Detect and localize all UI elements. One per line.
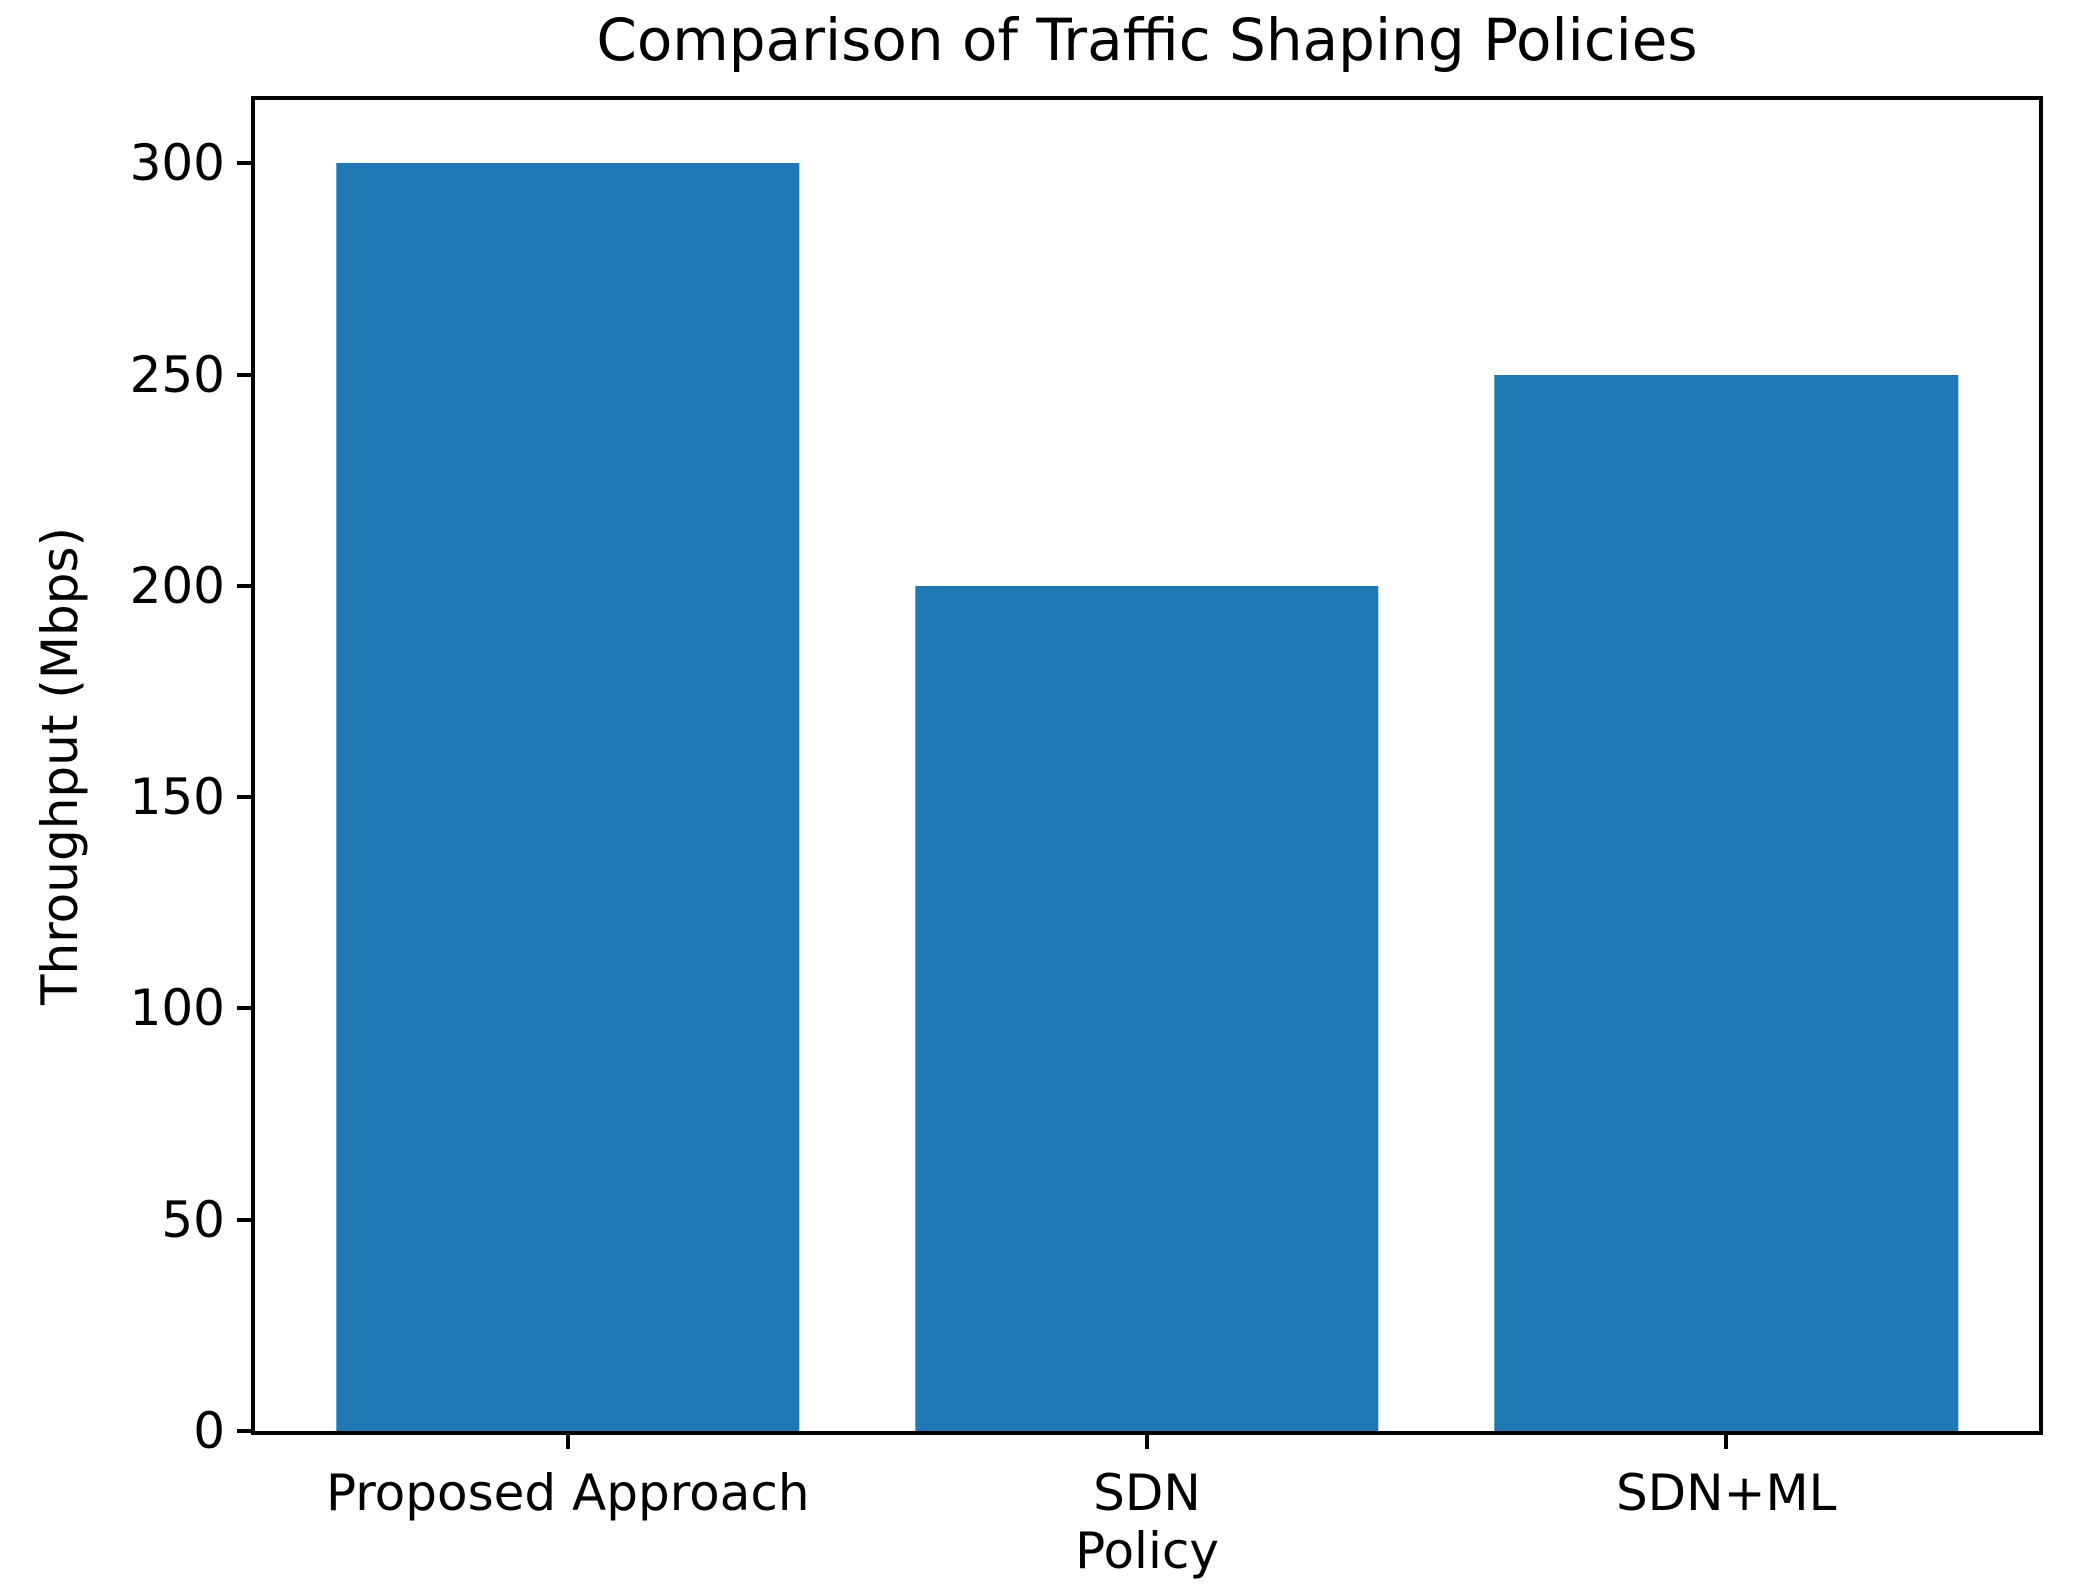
y-tick-label-150: 150: [129, 768, 225, 827]
plot-area: Proposed Approach SDN SDN+ML 0 50 100 150 200 25…: [130, 96, 2043, 1522]
y-tick-label-200: 200: [129, 556, 225, 615]
x-tick: [1145, 1435, 1149, 1449]
y-tick-label-100: 100: [129, 979, 225, 1038]
x-tick-label-sdn-ml: SDN+ML: [1615, 1464, 1837, 1522]
x-axis-label: Policy: [1075, 1522, 1219, 1580]
y-tick: [237, 1006, 251, 1011]
y-tick: [237, 583, 251, 588]
bar-sdn: [915, 585, 1379, 1431]
y-tick: [237, 161, 251, 166]
bar-sdn-ml: [1494, 374, 1958, 1431]
bar-proposed-approach: [336, 163, 800, 1431]
y-tick: [237, 372, 251, 377]
x-tick-label-proposed-approach: Proposed Approach: [325, 1464, 810, 1522]
y-tick: [237, 1429, 251, 1433]
chart-title: Comparison of Traffic Shaping Policies: [596, 6, 1698, 74]
y-tick: [237, 795, 251, 800]
x-tick: [565, 1435, 570, 1449]
y-tick-label-250: 250: [129, 345, 225, 404]
y-tick: [237, 1217, 251, 1222]
y-tick-label-300: 300: [129, 134, 225, 193]
y-tick-label-50: 50: [161, 1190, 225, 1249]
y-axis-label: Throughput (Mbps): [31, 526, 89, 1006]
y-tick-label-0: 0: [193, 1402, 225, 1460]
x-tick: [1724, 1435, 1729, 1449]
x-tick-label-sdn: SDN: [1093, 1464, 1201, 1522]
